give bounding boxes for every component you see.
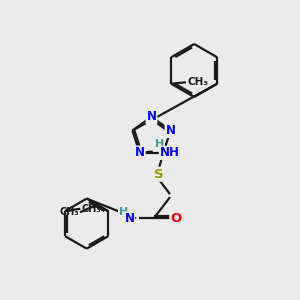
Text: S: S <box>154 168 164 181</box>
Text: N: N <box>146 110 157 123</box>
Text: N: N <box>135 146 145 159</box>
Text: CH₃: CH₃ <box>59 207 79 217</box>
Text: CH₃: CH₃ <box>82 204 101 214</box>
Text: N: N <box>166 124 176 137</box>
Text: H: H <box>155 139 164 149</box>
Text: O: O <box>170 212 182 225</box>
Text: H: H <box>118 207 128 218</box>
Text: NH: NH <box>159 146 179 159</box>
Text: N: N <box>125 212 135 225</box>
Text: CH₃: CH₃ <box>188 77 208 87</box>
